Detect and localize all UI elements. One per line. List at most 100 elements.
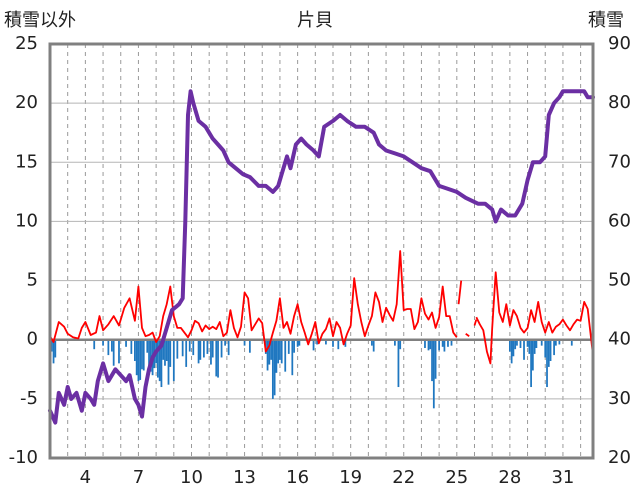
- precipitation-bar: [266, 339, 269, 371]
- right-tick-label: 70: [608, 151, 631, 172]
- precipitation-bar: [192, 339, 195, 356]
- precipitation-bar: [211, 339, 214, 358]
- x-axis-tick-labels: 4 7 10 13 16 19 22 25 28 31: [80, 467, 575, 488]
- precipitation-bar: [176, 339, 179, 359]
- precipitation-bar: [134, 339, 136, 362]
- precipitation-bar: [397, 339, 400, 388]
- left-tick-label: -10: [9, 447, 38, 468]
- precipitation-bar: [227, 339, 230, 356]
- precipitation-bar: [277, 339, 280, 364]
- precipitation-bar: [344, 339, 347, 347]
- precipitation-bar: [533, 339, 536, 354]
- right-axis-title: 積雪: [588, 10, 624, 31]
- precipitation-bar: [169, 339, 172, 367]
- temperature-line: [49, 250, 594, 365]
- temperature-segment: [49, 250, 458, 353]
- left-tick-label: 10: [15, 210, 38, 231]
- left-tick-label: 15: [15, 151, 38, 172]
- right-tick-label: 80: [608, 92, 631, 113]
- x-tick-label: 4: [80, 467, 91, 488]
- precipitation-bar: [220, 339, 223, 358]
- left-axis-title: 積雪以外: [4, 10, 76, 31]
- precipitation-bar: [296, 339, 299, 347]
- precipitation-bar: [546, 339, 548, 388]
- precipitation-bar: [287, 339, 290, 354]
- temperature-segment: [475, 271, 594, 365]
- precipitation-bar: [181, 339, 184, 357]
- right-tick-label: 40: [608, 329, 631, 350]
- precipitation-bar: [332, 339, 334, 347]
- precipitation-bar: [516, 339, 518, 346]
- x-tick-label: 7: [133, 467, 144, 488]
- precipitation-bar: [316, 339, 318, 345]
- x-tick-label: 19: [339, 467, 362, 488]
- precipitation-bar: [394, 339, 396, 346]
- precipitation-bar: [271, 339, 274, 399]
- chart-grid: [50, 44, 593, 458]
- precipitation-bar: [135, 339, 138, 376]
- precipitation-bar: [424, 339, 426, 348]
- x-tick-label: 28: [498, 467, 521, 488]
- precipitation-bar: [549, 339, 552, 362]
- precipitation-bar: [514, 339, 517, 350]
- precipitation-bar: [206, 339, 209, 354]
- x-tick-label: 13: [233, 467, 256, 488]
- precipitation-bar: [102, 339, 104, 346]
- precipitation-bar: [284, 339, 287, 372]
- precipitation-bar: [93, 339, 96, 350]
- precipitation-bar: [268, 339, 271, 365]
- precipitation-bar: [199, 339, 202, 360]
- precipitation-bar: [450, 339, 453, 346]
- precipitation-bar: [312, 339, 315, 351]
- precipitation-bar: [137, 339, 140, 382]
- precipitation-bar: [438, 339, 441, 351]
- chart-title: 片貝: [297, 10, 333, 31]
- precipitation-bar: [519, 339, 522, 348]
- precipitation-bar: [217, 339, 219, 378]
- precipitation-bar: [553, 339, 555, 356]
- right-tick-label: 90: [608, 33, 631, 54]
- temperature-segment: [465, 333, 470, 337]
- precipitation-bar: [531, 339, 534, 371]
- precipitation-bar: [431, 339, 433, 382]
- precipitation-bar: [279, 339, 281, 360]
- precipitation-bar: [130, 339, 133, 354]
- precipitation-bar: [530, 339, 532, 388]
- precipitation-bar: [164, 339, 166, 366]
- precipitation-bar: [197, 339, 200, 364]
- precipitation-bar: [554, 339, 557, 346]
- left-tick-label: 25: [15, 33, 38, 54]
- left-tick-label: 5: [27, 270, 38, 291]
- precipitation-bar: [273, 339, 276, 396]
- precipitation-bar: [148, 339, 150, 367]
- precipitation-bar: [107, 339, 110, 356]
- precipitation-bar: [50, 339, 53, 352]
- right-tick-label: 30: [608, 388, 631, 409]
- precipitation-bar: [172, 339, 175, 382]
- precipitation-bar: [111, 339, 113, 352]
- x-tick-label: 31: [551, 467, 574, 488]
- precipitation-bar: [142, 339, 145, 371]
- precipitation-bar: [270, 339, 272, 360]
- precipitation-bar: [528, 339, 531, 354]
- precipitation-bar: [526, 339, 529, 347]
- left-tick-label: 0: [27, 329, 38, 350]
- precipitation-bar: [139, 339, 142, 380]
- precipitation-bar: [210, 339, 212, 365]
- x-tick-label: 25: [445, 467, 468, 488]
- precipitation-bar: [293, 339, 295, 353]
- precipitation-bar: [185, 339, 188, 367]
- precipitation-bar: [558, 339, 561, 345]
- precipitation-bar: [535, 339, 538, 348]
- precipitation-bar: [141, 339, 143, 370]
- precipitation-bar: [371, 339, 373, 346]
- precipitation-bar: [248, 339, 251, 353]
- precipitation-bar: [157, 339, 159, 378]
- right-tick-label: 20: [608, 447, 631, 468]
- precipitation-bar: [118, 339, 120, 364]
- left-axis-tick-labels: 25 20 15 10 5 0 -5 -10: [9, 33, 38, 468]
- precipitation-bar: [441, 339, 444, 347]
- temperature-segment: [457, 280, 463, 305]
- precipitation-bar: [188, 339, 191, 352]
